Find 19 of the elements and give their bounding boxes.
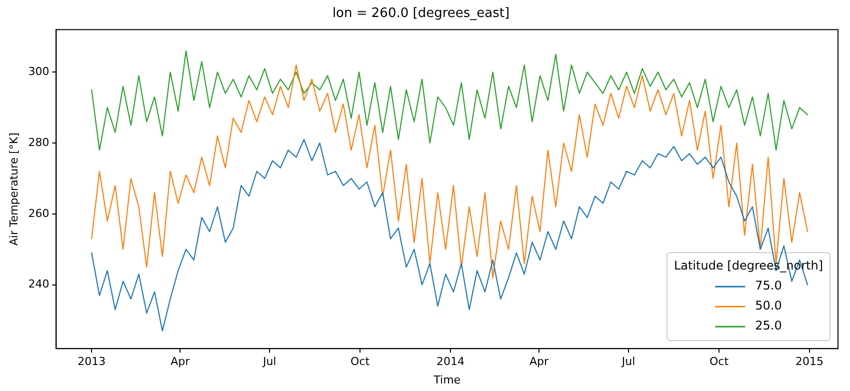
legend-label: 50.0 bbox=[755, 298, 782, 313]
x-tick-label: Jul bbox=[262, 355, 276, 368]
x-tick-label: Oct bbox=[709, 355, 730, 368]
x-tick-label: Oct bbox=[350, 355, 370, 368]
chart-title: lon = 260.0 [degrees_east] bbox=[332, 6, 510, 22]
x-tick-label: 2014 bbox=[436, 355, 465, 368]
y-tick-label: 240 bbox=[28, 278, 50, 291]
x-tick-label: Jul bbox=[620, 355, 636, 368]
y-tick-label: 280 bbox=[28, 136, 50, 149]
y-axis-title: Air Temperature [°K] bbox=[7, 132, 20, 246]
y-tick-label: 260 bbox=[28, 206, 50, 220]
legend-label: 25.0 bbox=[755, 318, 782, 333]
x-tick-label: 2013 bbox=[78, 355, 106, 368]
x-tick-label: 2015 bbox=[795, 355, 824, 368]
y-tick-label: 300 bbox=[28, 64, 50, 78]
x-tick-label: Apr bbox=[530, 355, 550, 368]
x-tick-label: Apr bbox=[170, 355, 190, 368]
legend-label: 75.0 bbox=[755, 278, 782, 293]
x-axis-title: Time bbox=[432, 373, 461, 386]
